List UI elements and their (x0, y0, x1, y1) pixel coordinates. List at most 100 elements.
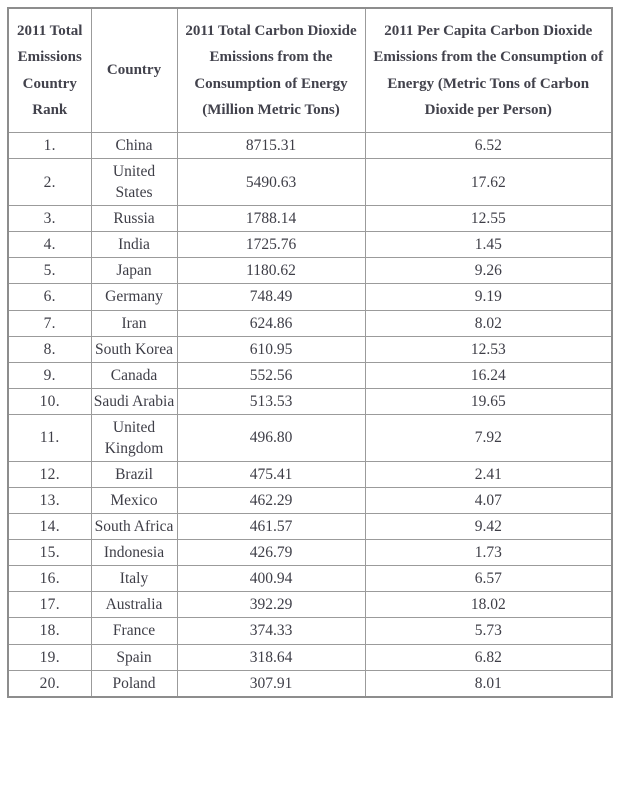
cell-per-capita: 6.82 (364, 643, 613, 671)
cell-country: South Korea (90, 335, 178, 363)
cell-country: Iran (90, 309, 178, 337)
cell-total: 318.64 (176, 643, 366, 671)
cell-total: 426.79 (176, 539, 366, 567)
table-row: 4. India 1725.76 1.45 (7, 231, 613, 259)
cell-total: 624.86 (176, 309, 366, 337)
cell-rank: 8. (7, 335, 92, 363)
cell-rank: 1. (7, 131, 92, 160)
cell-country: Japan (90, 257, 178, 285)
table-row: 9. Canada 552.56 16.24 (7, 361, 613, 389)
cell-country: United Kingdom (90, 413, 178, 463)
cell-per-capita: 1.73 (364, 539, 613, 567)
cell-total: 462.29 (176, 487, 366, 515)
cell-total: 374.33 (176, 617, 366, 645)
cell-total: 748.49 (176, 283, 366, 311)
cell-country: Spain (90, 643, 178, 671)
cell-rank: 16. (7, 565, 92, 593)
cell-per-capita: 16.24 (364, 361, 613, 389)
cell-country: China (90, 131, 178, 160)
cell-total: 475.41 (176, 461, 366, 489)
cell-rank: 12. (7, 461, 92, 489)
cell-per-capita: 9.26 (364, 257, 613, 285)
cell-rank: 13. (7, 487, 92, 515)
cell-country: Australia (90, 591, 178, 619)
table-row: 8. South Korea 610.95 12.53 (7, 335, 613, 363)
cell-rank: 10. (7, 387, 92, 415)
cell-country: Germany (90, 283, 178, 311)
cell-country: South Africa (90, 513, 178, 541)
cell-per-capita: 19.65 (364, 387, 613, 415)
cell-per-capita: 9.19 (364, 283, 613, 311)
cell-per-capita: 6.52 (364, 131, 613, 160)
cell-rank: 9. (7, 361, 92, 389)
table-row: 15. Indonesia 426.79 1.73 (7, 539, 613, 567)
cell-country: Italy (90, 565, 178, 593)
cell-rank: 17. (7, 591, 92, 619)
header-rank: 2011 Total Emissions Country Rank (7, 7, 92, 133)
cell-country: United States (90, 158, 178, 207)
cell-rank: 6. (7, 283, 92, 311)
cell-rank: 14. (7, 513, 92, 541)
cell-per-capita: 1.45 (364, 231, 613, 259)
cell-per-capita: 2.41 (364, 461, 613, 489)
cell-per-capita: 5.73 (364, 617, 613, 645)
cell-per-capita: 9.42 (364, 513, 613, 541)
header-country: Country (90, 7, 178, 133)
cell-per-capita: 12.53 (364, 335, 613, 363)
table-row: 5. Japan 1180.62 9.26 (7, 257, 613, 285)
header-row: 2011 Total Emissions Country Rank Countr… (7, 7, 613, 133)
cell-country: Brazil (90, 461, 178, 489)
cell-total: 5490.63 (176, 158, 366, 207)
cell-country: Indonesia (90, 539, 178, 567)
cell-country: France (90, 617, 178, 645)
cell-total: 461.57 (176, 513, 366, 541)
cell-total: 1725.76 (176, 231, 366, 259)
table-row: 7. Iran 624.86 8.02 (7, 309, 613, 337)
header-per-capita-emissions: 2011 Per Capita Carbon Dioxide Emissions… (364, 7, 613, 133)
cell-per-capita: 4.07 (364, 487, 613, 515)
table-row: 11. United Kingdom 496.80 7.92 (7, 413, 613, 463)
cell-country: Canada (90, 361, 178, 389)
cell-total: 400.94 (176, 565, 366, 593)
table-row: 17. Australia 392.29 18.02 (7, 591, 613, 619)
table-row: 13. Mexico 462.29 4.07 (7, 487, 613, 515)
cell-rank: 2. (7, 158, 92, 207)
table-row: 12. Brazil 475.41 2.41 (7, 461, 613, 489)
cell-total: 1180.62 (176, 257, 366, 285)
cell-rank: 20. (7, 669, 92, 698)
cell-total: 8715.31 (176, 131, 366, 160)
table-row: 20. Poland 307.91 8.01 (7, 669, 613, 698)
cell-per-capita: 8.02 (364, 309, 613, 337)
cell-rank: 4. (7, 231, 92, 259)
cell-per-capita: 8.01 (364, 669, 613, 698)
cell-rank: 15. (7, 539, 92, 567)
cell-rank: 7. (7, 309, 92, 337)
cell-total: 610.95 (176, 335, 366, 363)
table-row: 14. South Africa 461.57 9.42 (7, 513, 613, 541)
cell-rank: 11. (7, 413, 92, 463)
cell-per-capita: 7.92 (364, 413, 613, 463)
table-row: 10. Saudi Arabia 513.53 19.65 (7, 387, 613, 415)
cell-total: 392.29 (176, 591, 366, 619)
cell-total: 513.53 (176, 387, 366, 415)
cell-country: Mexico (90, 487, 178, 515)
emissions-table: 2011 Total Emissions Country Rank Countr… (7, 7, 613, 698)
cell-per-capita: 12.55 (364, 205, 613, 233)
cell-rank: 3. (7, 205, 92, 233)
cell-total: 1788.14 (176, 205, 366, 233)
table-row: 1. China 8715.31 6.52 (7, 131, 613, 160)
cell-country: Russia (90, 205, 178, 233)
header-total-emissions: 2011 Total Carbon Dioxide Emissions from… (176, 7, 366, 133)
emissions-table-body: 1. China 8715.31 6.52 2. United States 5490.63… (7, 131, 613, 698)
table-row: 19. Spain 318.64 6.82 (7, 643, 613, 671)
cell-country: India (90, 231, 178, 259)
table-row: 16. Italy 400.94 6.57 (7, 565, 613, 593)
table-row: 18. France 374.33 5.73 (7, 617, 613, 645)
cell-country: Poland (90, 669, 178, 698)
cell-rank: 5. (7, 257, 92, 285)
table-row: 6. Germany 748.49 9.19 (7, 283, 613, 311)
cell-total: 552.56 (176, 361, 366, 389)
cell-total: 496.80 (176, 413, 366, 463)
cell-per-capita: 6.57 (364, 565, 613, 593)
